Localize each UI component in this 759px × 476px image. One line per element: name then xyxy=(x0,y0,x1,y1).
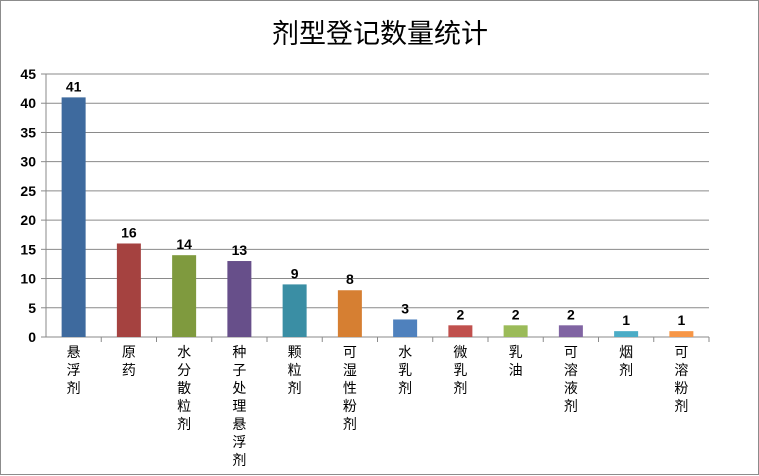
category-label: 微乳剂 xyxy=(453,345,467,397)
bar xyxy=(503,325,528,337)
category-label: 原药 xyxy=(122,345,136,379)
y-tick-label: 20 xyxy=(20,212,36,228)
y-tick-label: 0 xyxy=(28,329,36,345)
bar xyxy=(337,290,362,337)
y-tick-label: 15 xyxy=(20,241,36,257)
category-label: 颗粒剂 xyxy=(288,345,302,397)
axes xyxy=(41,73,710,342)
y-tick-label: 35 xyxy=(20,124,36,140)
y-tick-label: 45 xyxy=(20,66,36,82)
data-label: 3 xyxy=(401,300,409,316)
data-label: 14 xyxy=(176,236,192,252)
category-label: 烟剂 xyxy=(619,345,633,379)
category-label: 可溶粉剂 xyxy=(674,345,688,415)
category-label: 水乳剂 xyxy=(398,345,412,397)
category-label: 乳油 xyxy=(509,345,523,379)
category-label: 水分散粒剂 xyxy=(177,345,191,433)
bar xyxy=(614,331,639,337)
gridlines xyxy=(46,73,709,309)
bar xyxy=(61,97,86,337)
y-tick-label: 30 xyxy=(20,154,36,170)
y-tick-labels: 0 5 10 15 20 25 30 35 40 45 xyxy=(20,66,36,345)
bar xyxy=(282,284,307,337)
data-label: 41 xyxy=(66,78,82,94)
bar xyxy=(172,255,197,337)
y-tick-label: 10 xyxy=(20,271,36,287)
category-label: 可湿性粉剂 xyxy=(343,345,357,433)
data-label: 9 xyxy=(291,265,299,281)
bar xyxy=(448,325,473,337)
bar xyxy=(227,261,252,337)
bar xyxy=(393,319,418,337)
category-label: 可溶液剂 xyxy=(564,345,578,415)
bar xyxy=(558,325,583,337)
y-tick-label: 25 xyxy=(20,183,36,199)
y-tick-label: 5 xyxy=(28,300,36,316)
data-label: 2 xyxy=(512,306,520,322)
data-label: 13 xyxy=(232,242,248,258)
category-label: 种子处理悬浮剂 xyxy=(232,345,246,469)
chart-title: 剂型登记数量统计 xyxy=(272,19,488,50)
bar xyxy=(669,331,694,337)
data-label: 2 xyxy=(567,306,575,322)
data-label: 16 xyxy=(121,224,137,240)
data-label: 1 xyxy=(677,312,685,328)
category-labels: 悬浮剂 原药 水分散粒剂 种子处理悬浮剂 颗粒剂 可湿性粉剂 水乳剂 微乳剂 乳油 可溶液剂 烟剂 可… xyxy=(67,345,689,469)
y-tick-label: 40 xyxy=(20,95,36,111)
bars xyxy=(61,97,694,337)
data-labels: 41 16 14 13 9 8 3 2 2 2 1 1 xyxy=(66,78,686,328)
data-label: 2 xyxy=(456,306,464,322)
data-label: 8 xyxy=(346,271,354,287)
data-label: 1 xyxy=(622,312,630,328)
category-label: 悬浮剂 xyxy=(67,345,81,397)
bar xyxy=(116,243,141,337)
